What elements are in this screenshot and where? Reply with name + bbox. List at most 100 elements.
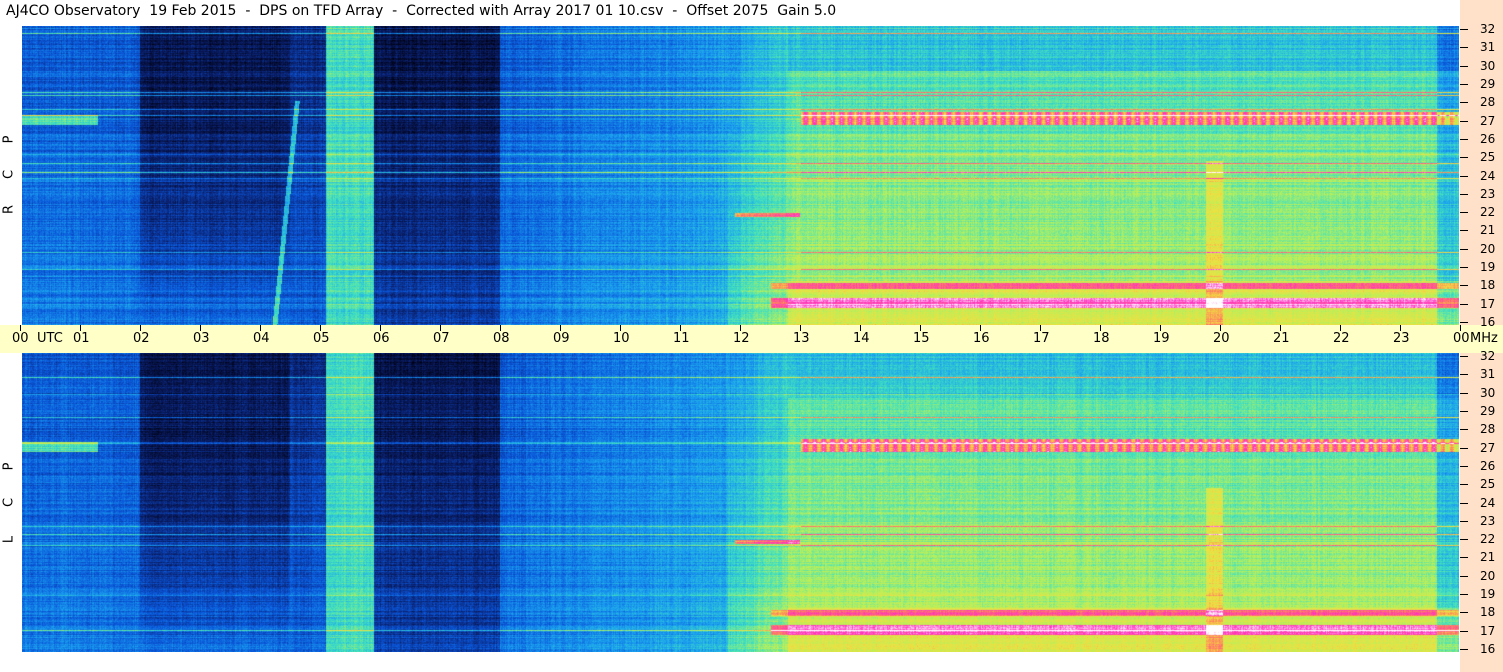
mhz-tick-bottom-21: 21	[1480, 550, 1496, 565]
mhz-tick-top-29: 29	[1480, 76, 1496, 91]
mhz-tick-mark-top-28	[1460, 102, 1468, 104]
utc-tick-9: 09	[553, 331, 570, 346]
mhz-tick-mark-top-26	[1460, 138, 1468, 140]
mhz-tick-mark-bottom-30	[1460, 392, 1468, 394]
mhz-tick-mark-bottom-23	[1460, 520, 1468, 522]
mhz-tick-bottom-19: 19	[1480, 587, 1496, 602]
utc-tick-mark-11	[680, 325, 681, 331]
utc-tick-1: 01	[73, 331, 90, 346]
mhz-tick-bottom-24: 24	[1480, 495, 1496, 510]
mhz-tick-bottom-26: 26	[1480, 458, 1496, 473]
utc-tick-mark-6	[380, 325, 381, 331]
pol-letter-top-0: P	[1, 135, 17, 144]
utc-tick-13: 13	[793, 331, 810, 346]
mhz-tick-top-17: 17	[1480, 296, 1496, 311]
mhz-tick-mark-top-27	[1460, 120, 1468, 122]
mhz-tick-mark-bottom-26	[1460, 465, 1468, 467]
utc-tick-mark-0	[20, 325, 21, 331]
mhz-tick-bottom-20: 20	[1480, 568, 1496, 583]
spectrogram-lcp-canvas	[22, 353, 1459, 652]
mhz-unit-label: MHz	[1470, 331, 1498, 346]
pol-letter-bottom-1: C	[1, 497, 17, 508]
pol-letter-bottom-2: L	[1, 535, 17, 544]
mhz-tick-mark-bottom-28	[1460, 429, 1468, 431]
mhz-tick-top-20: 20	[1480, 241, 1496, 256]
mhz-tick-mark-bottom-19	[1460, 594, 1468, 596]
utc-tick-10: 10	[613, 331, 630, 346]
utc-tick-mark-2	[140, 325, 141, 331]
mhz-tick-mark-bottom-25	[1460, 484, 1468, 486]
mhz-tick-mark-bottom-31	[1460, 374, 1468, 376]
utc-tick-11: 11	[673, 331, 690, 346]
mhz-tick-mark-top-25	[1460, 157, 1468, 159]
utc-tick-12: 12	[733, 331, 750, 346]
mhz-tick-top-19: 19	[1480, 260, 1496, 275]
utc-tick-14: 14	[853, 331, 870, 346]
mhz-tick-bottom-32: 32	[1480, 349, 1496, 363]
spectrogram-lcp	[22, 353, 1459, 652]
mhz-tick-top-18: 18	[1480, 278, 1496, 293]
utc-tick-5: 05	[313, 331, 330, 346]
mhz-tick-top-21: 21	[1480, 223, 1496, 238]
mhz-tick-mark-top-29	[1460, 83, 1468, 85]
mhz-tick-top-26: 26	[1480, 131, 1496, 146]
pol-letter-top-1: C	[1, 169, 17, 180]
utc-tick-4: 04	[253, 331, 270, 346]
mhz-tick-mark-top-20	[1460, 248, 1468, 250]
utc-tick-mark-13	[800, 325, 801, 331]
mhz-tick-mark-bottom-29	[1460, 410, 1468, 412]
mhz-tick-bottom-29: 29	[1480, 403, 1496, 418]
utc-tick-mark-14	[860, 325, 861, 331]
chart-title: AJ4CO Observatory 19 Feb 2015 - DPS on T…	[6, 3, 837, 19]
utc-tick-mark-22	[1340, 325, 1341, 331]
mhz-tick-bottom-31: 31	[1480, 367, 1496, 382]
mhz-tick-mark-top-21	[1460, 230, 1468, 232]
utc-tick-mark-17	[1040, 325, 1041, 331]
mhz-tick-top-22: 22	[1480, 205, 1496, 220]
mhz-tick-bottom-27: 27	[1480, 440, 1496, 455]
utc-tick-3: 03	[193, 331, 210, 346]
utc-tick-21: 21	[1273, 331, 1290, 346]
spectrogram-rcp-canvas	[22, 26, 1459, 325]
utc-tick-7: 07	[433, 331, 450, 346]
mhz-tick-bottom-18: 18	[1480, 605, 1496, 620]
mhz-tick-top-23: 23	[1480, 186, 1496, 201]
mhz-tick-bottom-17: 17	[1480, 623, 1496, 638]
mhz-tick-mark-top-18	[1460, 285, 1468, 287]
mhz-tick-mark-bottom-16	[1460, 649, 1468, 650]
mhz-tick-mark-bottom-18	[1460, 612, 1468, 614]
mhz-tick-mark-bottom-22	[1460, 539, 1468, 541]
utc-tick-mark-5	[320, 325, 321, 331]
utc-tick-20: 20	[1213, 331, 1230, 346]
mhz-tick-top-16: 16	[1480, 315, 1496, 329]
mhz-tick-mark-bottom-32	[1460, 356, 1468, 357]
mhz-tick-top-30: 30	[1480, 58, 1496, 73]
utc-tick-mark-23	[1400, 325, 1401, 331]
utc-tick-mark-20	[1220, 325, 1221, 331]
mhz-tick-bottom-30: 30	[1480, 385, 1496, 400]
mhz-tick-mark-bottom-27	[1460, 447, 1468, 449]
mhz-tick-mark-top-31	[1460, 47, 1468, 49]
utc-tick-mark-12	[740, 325, 741, 331]
mhz-tick-mark-top-16	[1460, 322, 1468, 323]
utc-unit-label: UTC	[37, 331, 63, 346]
utc-tick-24: 00	[1453, 331, 1470, 346]
utc-tick-8: 08	[493, 331, 510, 346]
mhz-tick-bottom-23: 23	[1480, 513, 1496, 528]
utc-tick-mark-15	[920, 325, 921, 331]
title-bar	[0, 0, 1460, 26]
mhz-tick-mark-top-22	[1460, 212, 1468, 214]
utc-tick-15: 15	[913, 331, 930, 346]
utc-tick-22: 22	[1333, 331, 1350, 346]
mhz-axis-bottom	[1460, 353, 1503, 672]
spectrogram-rcp	[22, 26, 1459, 325]
utc-tick-mark-16	[980, 325, 981, 331]
mhz-tick-mark-top-24	[1460, 175, 1468, 177]
mhz-tick-top-24: 24	[1480, 168, 1496, 183]
utc-tick-mark-7	[440, 325, 441, 331]
mhz-tick-mark-bottom-21	[1460, 557, 1468, 559]
utc-tick-18: 18	[1093, 331, 1110, 346]
mhz-tick-top-25: 25	[1480, 150, 1496, 165]
utc-tick-mark-9	[560, 325, 561, 331]
utc-tick-mark-4	[260, 325, 261, 331]
